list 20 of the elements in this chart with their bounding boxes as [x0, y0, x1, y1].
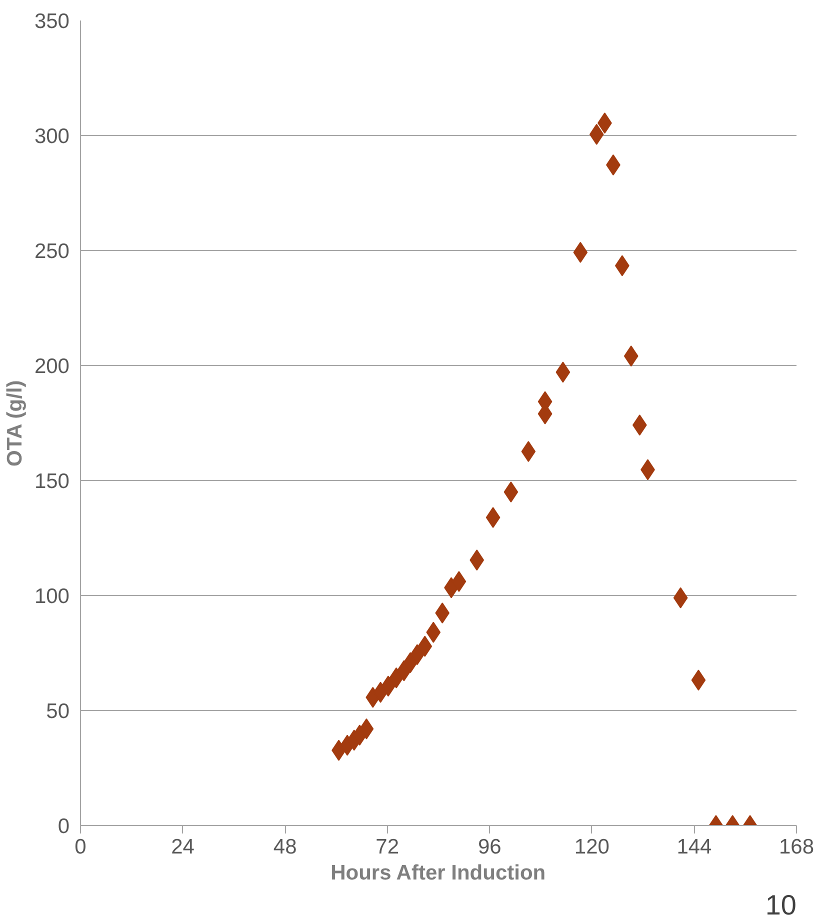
- point: [504, 482, 518, 502]
- x-tick-label: 168: [778, 836, 814, 858]
- x-axis-title: Hours After Induction: [330, 862, 546, 884]
- y-tick-label: 350: [34, 10, 70, 33]
- x-tick-label: 120: [574, 836, 610, 858]
- x-tick-label: 0: [74, 836, 86, 858]
- y-tick-label: 200: [34, 355, 70, 378]
- y-axis-title: OTA (g/l): [3, 380, 26, 467]
- x-tick-label: 72: [376, 836, 400, 858]
- y-tick-label: 50: [46, 700, 70, 723]
- y-tick-label: 250: [34, 240, 70, 263]
- y-tick-label: 0: [58, 815, 70, 838]
- y-tick-label: 100: [34, 585, 70, 608]
- x-tick-label: 144: [676, 836, 712, 858]
- x-tick-label: 24: [171, 836, 195, 858]
- y-tick-label: 150: [34, 470, 70, 493]
- y-tick-label: 300: [34, 125, 70, 148]
- text: 10: [765, 890, 797, 919]
- x-tick-label: 48: [273, 836, 297, 858]
- x-tick-label: 96: [478, 836, 502, 858]
